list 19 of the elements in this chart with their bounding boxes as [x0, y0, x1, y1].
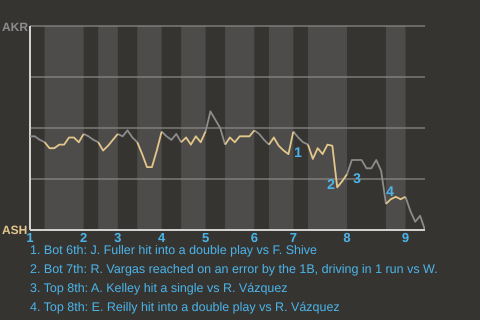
- ref-line-label: AKR: [2, 20, 28, 34]
- text: ASH: [2, 223, 28, 237]
- text: 2. Bot 7th: R. Vargas reached on an error by the 1B, driving in 1 run vs W.: [30, 261, 438, 278]
- x-tick-label: 7: [290, 230, 297, 245]
- annotation: 1: [294, 144, 302, 160]
- annotation: 4: [386, 183, 394, 199]
- x-tick-label: 6: [250, 230, 258, 245]
- x-tick-label: 1: [26, 230, 34, 245]
- annotation: 3: [353, 170, 362, 186]
- x-tick-label: 3: [114, 230, 122, 245]
- x-tick-label: 5: [202, 230, 210, 245]
- text: 4. Top 8th: E. Reilly hit into a double play vs R. Vázquez: [30, 299, 341, 316]
- text: 1. Bot 6th: J. Fuller hit into a double play vs F. Shive: [30, 243, 317, 257]
- x-tick-label: 4: [158, 230, 166, 245]
- x-tick-label: 8: [343, 230, 351, 245]
- annotation: 2: [327, 176, 336, 192]
- x-tick-label: 2: [80, 230, 88, 245]
- text: 3. Top 8th: A. Kelley hit a single vs R. Vázquez: [30, 280, 289, 297]
- x-tick-label: 9: [402, 230, 410, 245]
